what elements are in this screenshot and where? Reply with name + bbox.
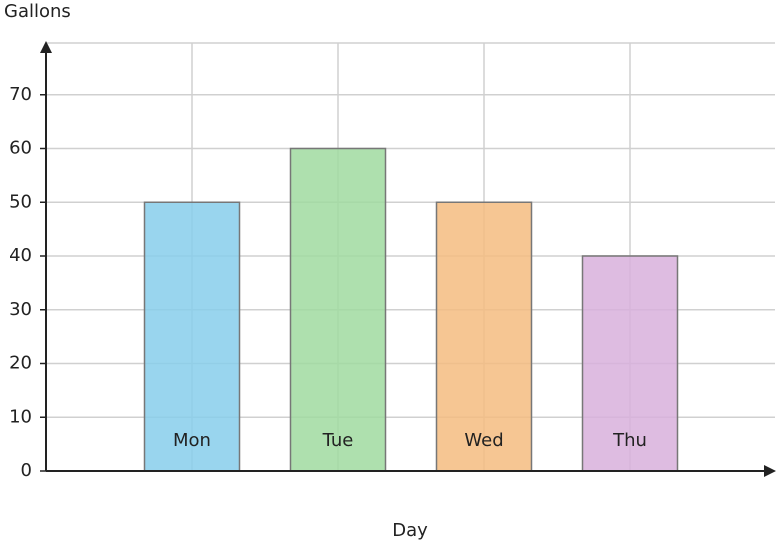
y-tick-label: 30 (9, 299, 32, 320)
x-tick-label: Tue (322, 430, 354, 451)
x-tick-label: Wed (464, 430, 503, 451)
x-axis-label: Day (392, 520, 428, 541)
x-tick-label: Mon (173, 430, 211, 451)
y-tick-label: 40 (9, 245, 32, 266)
bar (289, 147, 387, 472)
y-tick-label: 0 (21, 460, 32, 481)
bars: Mon Tue Wed Thu (143, 147, 679, 472)
y-axis-arrow (40, 41, 52, 53)
y-tick-label: 50 (9, 191, 32, 212)
bar (435, 201, 533, 472)
y-tick-label: 10 (9, 406, 32, 427)
y-tick-label: 70 (9, 84, 32, 105)
x-axis-arrow (764, 465, 776, 477)
y-axis-label: Gallons (4, 1, 71, 22)
bar (581, 255, 679, 472)
y-tick-label: 60 (9, 138, 32, 159)
x-tick-label: Thu (612, 430, 647, 451)
y-tick-label: 20 (9, 353, 32, 374)
bar (143, 201, 241, 472)
axes (40, 41, 776, 477)
